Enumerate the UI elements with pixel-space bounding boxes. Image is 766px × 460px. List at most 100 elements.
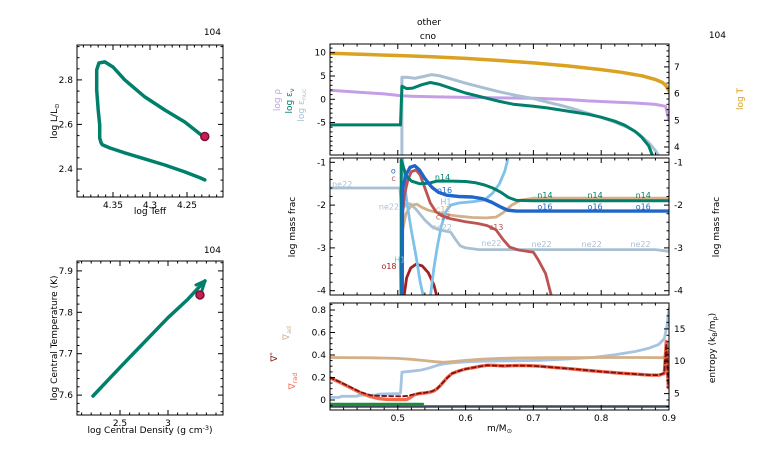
ticks-central-t-rho xyxy=(77,261,223,415)
curve-label-o18: o18 xyxy=(381,262,396,271)
ticks-profile-abundances xyxy=(329,158,670,295)
panel-series-profile-gradients xyxy=(330,306,669,408)
curve-label-H1: H1 xyxy=(394,255,405,264)
ytick-label: 2.6 xyxy=(59,120,74,130)
ytick-label: 0.4 xyxy=(312,351,327,361)
curve-label-ne22: ne22 xyxy=(432,223,452,232)
ytick-label: 2.8 xyxy=(59,76,74,86)
ytick-label: 0 xyxy=(320,396,326,406)
model-number-trho: 104 xyxy=(204,246,221,256)
curve-label-H1: H1 xyxy=(440,198,451,207)
panel-frame-profile-gradients xyxy=(329,302,670,411)
panel-hr-diagram: 4.35 4.3 4.25 2.4 2.6 2.8 log Teff log L/L⊙ xyxy=(50,44,224,217)
ylabel-log-eps-nuc: log εnuc xyxy=(297,88,308,122)
curve-label-ne22: ne22 xyxy=(531,240,551,249)
ytick-label: 2.4 xyxy=(59,165,74,175)
series-entropy xyxy=(330,306,669,399)
curve-label-o16: o16 xyxy=(537,202,552,211)
curve-label-n14: n14 xyxy=(636,191,651,200)
ticks-profile-thermo xyxy=(329,44,670,155)
series-log-eps-nu xyxy=(330,81,654,155)
ytick-label-right: -2 xyxy=(674,201,683,211)
panel-series-profile-abundances xyxy=(330,158,669,295)
panel-frame-central-t-rho xyxy=(76,260,224,416)
ylabel-log-T: log T xyxy=(736,87,746,110)
curve-label-c: c xyxy=(391,174,395,183)
panel-series-profile-thermo xyxy=(330,51,669,155)
xtick-label: 0.6 xyxy=(458,414,473,424)
ylabel-grad-rad: ∇rad xyxy=(288,373,299,391)
current-model-dot xyxy=(200,131,210,142)
series-grad-ad xyxy=(330,353,669,364)
tick-labels-central-t-rho: 2.5 3 7.6 7.7 7.8 7.9 xyxy=(59,267,171,429)
ytick-label-right: 7 xyxy=(674,63,680,73)
curve-label-ne22: ne22 xyxy=(630,240,650,249)
panel-central-t-rho: 2.5 3 7.6 7.7 7.8 7.9 log Central Density (g c… xyxy=(50,260,224,436)
series-log-T xyxy=(330,51,669,93)
ytick-label: 0 xyxy=(320,95,326,105)
ytick-label: -2 xyxy=(317,201,326,211)
abund-ylabel-right: log mass frac xyxy=(712,197,722,257)
ytick-label-right: 5 xyxy=(674,390,680,400)
curve-label-o: o xyxy=(391,166,396,175)
curve-label-ne22: ne22 xyxy=(481,239,501,248)
series-h1-envelope xyxy=(429,158,510,295)
xtick-label: 0.8 xyxy=(594,414,609,424)
ytick-label: 0.6 xyxy=(312,328,327,338)
curve-label-c12: c12 xyxy=(436,205,451,214)
ytick-label: -5 xyxy=(317,119,326,129)
burn-legend-cno: cno xyxy=(420,32,437,42)
trho-ylabel: log Central Temperature (K) xyxy=(50,275,60,400)
ytick-label: -1 xyxy=(317,158,326,168)
curve-label-ne22: ne22 xyxy=(332,180,352,189)
curve-label-ne22: ne22 xyxy=(379,202,399,211)
abund-ylabel-left: log mass frac xyxy=(288,197,298,257)
ylabel-entropy: entropy (kB/mp) xyxy=(708,313,719,383)
ytick-label: 0.8 xyxy=(312,306,327,316)
ytick-label: 7.7 xyxy=(59,350,73,360)
ytick-label-right: 15 xyxy=(674,325,685,335)
ytick-label-right: 5 xyxy=(674,116,680,126)
xtick-label: 4.3 xyxy=(143,201,157,211)
ytick-label: 7.8 xyxy=(59,308,74,318)
series-center-track-arrowhead xyxy=(194,279,207,292)
xlabel-hr-diagram: log Teff xyxy=(134,207,167,217)
curve-label-o16: o16 xyxy=(636,202,651,211)
ytick-label: 10 xyxy=(315,49,327,59)
series-grad-rad xyxy=(330,339,669,402)
ytick-label-right: -4 xyxy=(674,287,683,297)
ylabel-log-eps-nu: log εν xyxy=(285,88,296,113)
ylabel-log-rho: log ρ xyxy=(273,89,283,112)
model-number-hr: 104 xyxy=(204,28,221,38)
curve-label-n14: n14 xyxy=(435,173,450,182)
ytick-label: 5 xyxy=(320,72,326,82)
ticks-profile-gradients xyxy=(329,302,670,410)
ylabel-grad-ad: ∇ad xyxy=(282,326,293,341)
xlabel-profile-gradients: m/M⊙ xyxy=(487,424,512,435)
ytick-label-right: 4 xyxy=(674,143,680,153)
series-center-track xyxy=(91,279,207,398)
series-log-eps-nuc xyxy=(400,73,660,155)
curve-label-ne22: ne22 xyxy=(582,240,602,249)
ytick-label: -3 xyxy=(317,244,326,254)
series-o16 xyxy=(400,163,669,295)
panel-profile-gradients: 0.5 0.6 0.7 0.8 0.9 0 0.2 0.4 0.6 0.8 5 10 15 m/M⊙ ∇ad… xyxy=(268,302,719,435)
xlabel-central-t-rho: log Central Density (g cm-3) xyxy=(87,424,212,436)
ticks-hr-diagram xyxy=(77,45,223,197)
panel-profile-abundances: -4 -4 -3 -3 -2 -2 -1 -1 log mass frac log mass fr… xyxy=(288,157,722,297)
series-evolution-track xyxy=(94,60,207,182)
curve-label-o16: o16 xyxy=(588,202,603,211)
ytick-label-right: 10 xyxy=(674,357,686,367)
curve-label-n14: n14 xyxy=(587,191,602,200)
tick-labels-profile-abundances: -4 -4 -3 -3 -2 -2 -1 -1 xyxy=(317,158,683,296)
ytick-label-right: -3 xyxy=(674,244,683,254)
xtick-label: 4.25 xyxy=(177,201,197,211)
ytick-label: 7.6 xyxy=(59,391,74,401)
xtick-label: 4.35 xyxy=(103,201,123,211)
xtick-label: 0.5 xyxy=(391,414,405,424)
curve-label-o16: o16 xyxy=(437,186,452,195)
ytick-label: 0.2 xyxy=(312,373,326,383)
curve-label-c13: c13 xyxy=(489,223,504,232)
